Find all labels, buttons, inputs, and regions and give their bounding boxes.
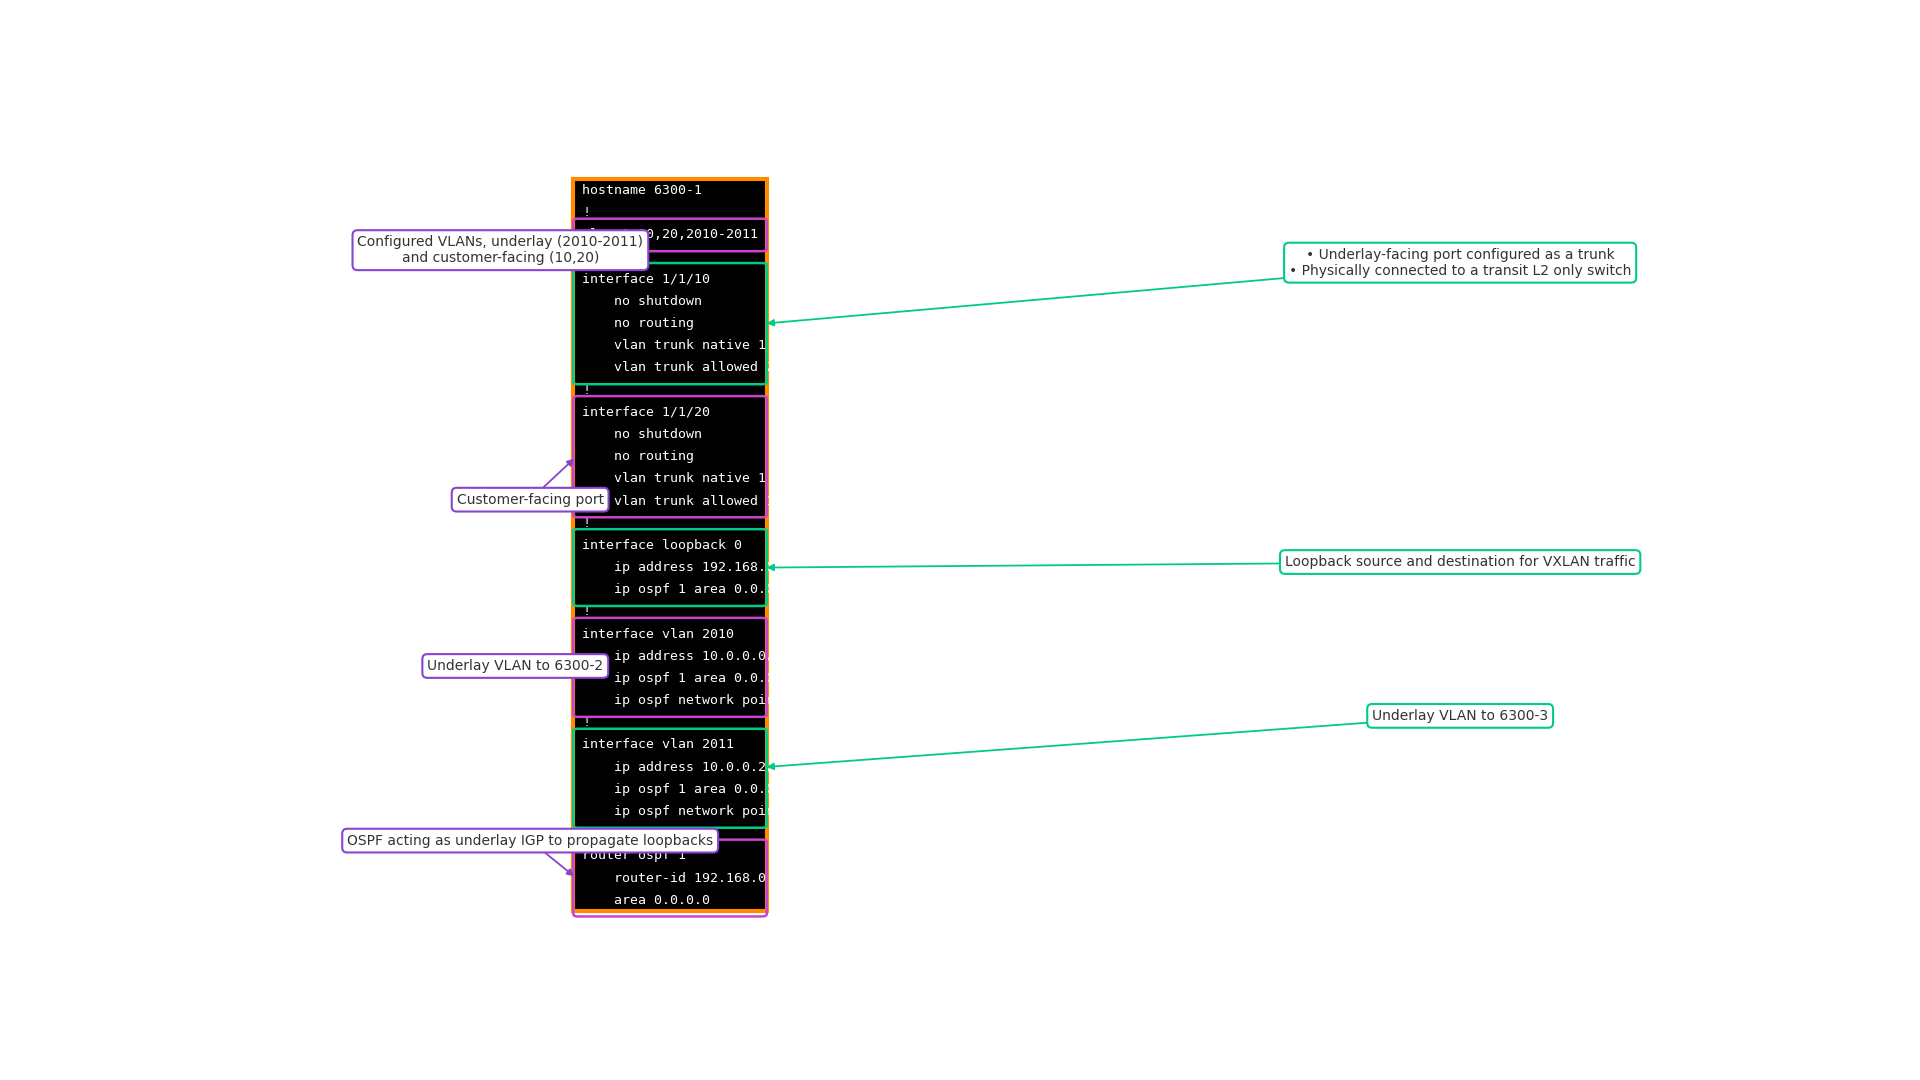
Text: vlan trunk native 1: vlan trunk native 1 — [582, 472, 766, 485]
Text: Customer-facing port: Customer-facing port — [457, 492, 603, 507]
Text: Underlay VLAN to 6300-3: Underlay VLAN to 6300-3 — [1373, 708, 1548, 723]
Text: ip ospf network point-to-point: ip ospf network point-to-point — [582, 805, 854, 818]
Text: OSPF acting as underlay IGP to propagate loopbacks: OSPF acting as underlay IGP to propagate… — [348, 834, 712, 848]
Text: ip address 10.0.0.2/31: ip address 10.0.0.2/31 — [582, 760, 791, 773]
Text: no shutdown: no shutdown — [582, 295, 703, 308]
Text: vlan trunk allowed 2010-2011: vlan trunk allowed 2010-2011 — [582, 362, 839, 375]
Text: Underlay VLAN to 6300-2: Underlay VLAN to 6300-2 — [428, 659, 603, 673]
Text: !: ! — [582, 251, 589, 264]
Text: !: ! — [582, 716, 589, 729]
Text: !: ! — [582, 606, 589, 619]
Text: ip address 192.168.0.1/32: ip address 192.168.0.1/32 — [582, 562, 814, 575]
Text: interface 1/1/10: interface 1/1/10 — [582, 273, 710, 286]
Text: interface 1/1/20: interface 1/1/20 — [582, 406, 710, 419]
Text: Configured VLANs, underlay (2010-2011)
and customer-facing (10,20): Configured VLANs, underlay (2010-2011) a… — [357, 235, 643, 266]
Text: interface vlan 2011: interface vlan 2011 — [582, 739, 733, 752]
Text: !: ! — [582, 206, 589, 219]
Text: no routing: no routing — [582, 450, 695, 463]
Text: area 0.0.0.0: area 0.0.0.0 — [582, 894, 710, 907]
Text: vlan trunk allowed 10,20: vlan trunk allowed 10,20 — [582, 495, 806, 508]
Text: interface vlan 2010: interface vlan 2010 — [582, 627, 733, 640]
Text: no routing: no routing — [582, 318, 695, 330]
Text: interface loopback 0: interface loopback 0 — [582, 539, 743, 552]
Text: vlan trunk native 1: vlan trunk native 1 — [582, 339, 766, 352]
Text: ip ospf 1 area 0.0.0.0: ip ospf 1 area 0.0.0.0 — [582, 783, 791, 796]
FancyBboxPatch shape — [574, 179, 766, 912]
Text: router-id 192.168.0.1: router-id 192.168.0.1 — [582, 872, 781, 885]
Text: vlan 1,10,20,2010-2011: vlan 1,10,20,2010-2011 — [582, 229, 758, 242]
Text: • Underlay-facing port configured as a trunk
• Physically connected to a transit: • Underlay-facing port configured as a t… — [1288, 247, 1632, 278]
Text: ip ospf 1 area 0.0.0.0: ip ospf 1 area 0.0.0.0 — [582, 672, 791, 685]
Text: ip ospf 1 area 0.0.0.0: ip ospf 1 area 0.0.0.0 — [582, 583, 791, 596]
Text: Loopback source and destination for VXLAN traffic: Loopback source and destination for VXLA… — [1284, 555, 1636, 569]
Text: !: ! — [582, 827, 589, 840]
Text: ip ospf network point-to-point: ip ospf network point-to-point — [582, 694, 854, 707]
Text: !: ! — [582, 516, 589, 529]
Text: no shutdown: no shutdown — [582, 428, 703, 441]
Text: !: ! — [582, 383, 589, 396]
Text: ip address 10.0.0.0/31: ip address 10.0.0.0/31 — [582, 650, 791, 663]
Text: hostname 6300-1: hostname 6300-1 — [582, 184, 703, 197]
Text: router ospf 1: router ospf 1 — [582, 849, 685, 862]
